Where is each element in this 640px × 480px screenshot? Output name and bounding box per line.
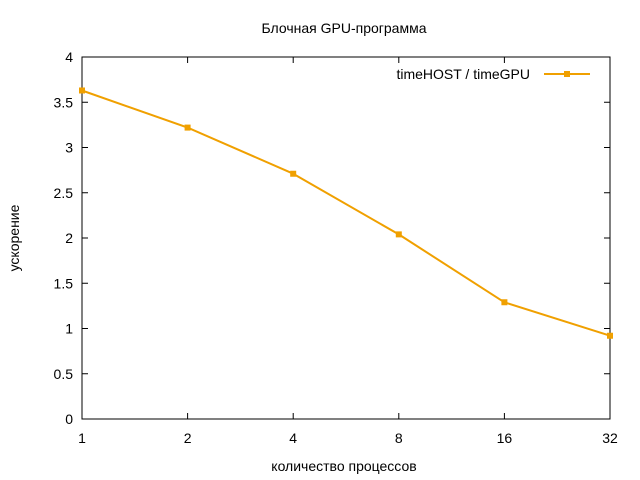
data-point — [290, 170, 297, 177]
y-tick-label: 3.5 — [54, 94, 74, 110]
legend-marker — [564, 71, 570, 77]
series-layer — [79, 87, 613, 339]
x-axis-label: количество процессов — [271, 458, 416, 474]
x-axis: 1 2 4 8 16 32 — [78, 57, 618, 446]
y-tick-label: 1.5 — [54, 275, 74, 291]
y-tick-label: 2 — [65, 230, 73, 246]
y-tick-label: 0 — [65, 411, 73, 427]
data-point — [607, 332, 613, 339]
data-point — [184, 124, 191, 131]
y-tick-label: 4 — [65, 49, 73, 65]
x-tick-label: 2 — [184, 430, 192, 446]
data-point — [501, 299, 508, 306]
y-tick-label: 0.5 — [54, 366, 74, 382]
y-tick-label: 3 — [65, 140, 73, 156]
y-tick-label: 1 — [65, 321, 73, 337]
data-point — [79, 87, 85, 94]
legend-label: timeHOST / timeGPU — [396, 66, 530, 82]
series-line — [81, 89, 611, 337]
x-tick-label: 32 — [602, 430, 618, 446]
x-tick-label: 16 — [497, 430, 513, 446]
y-tick-label: 2.5 — [54, 185, 74, 201]
x-tick-label: 4 — [289, 430, 297, 446]
data-point — [395, 231, 402, 238]
x-tick-label: 8 — [395, 430, 403, 446]
y-axis: 0 0.5 1 1.5 2 2.5 3 3.5 4 — [54, 49, 610, 427]
plot-frame — [81, 56, 611, 420]
legend: timeHOST / timeGPU — [396, 66, 590, 82]
chart-title: Блочная GPU-программа — [262, 20, 427, 36]
x-tick-label: 1 — [78, 430, 86, 446]
y-axis-label: ускорение — [6, 204, 22, 271]
